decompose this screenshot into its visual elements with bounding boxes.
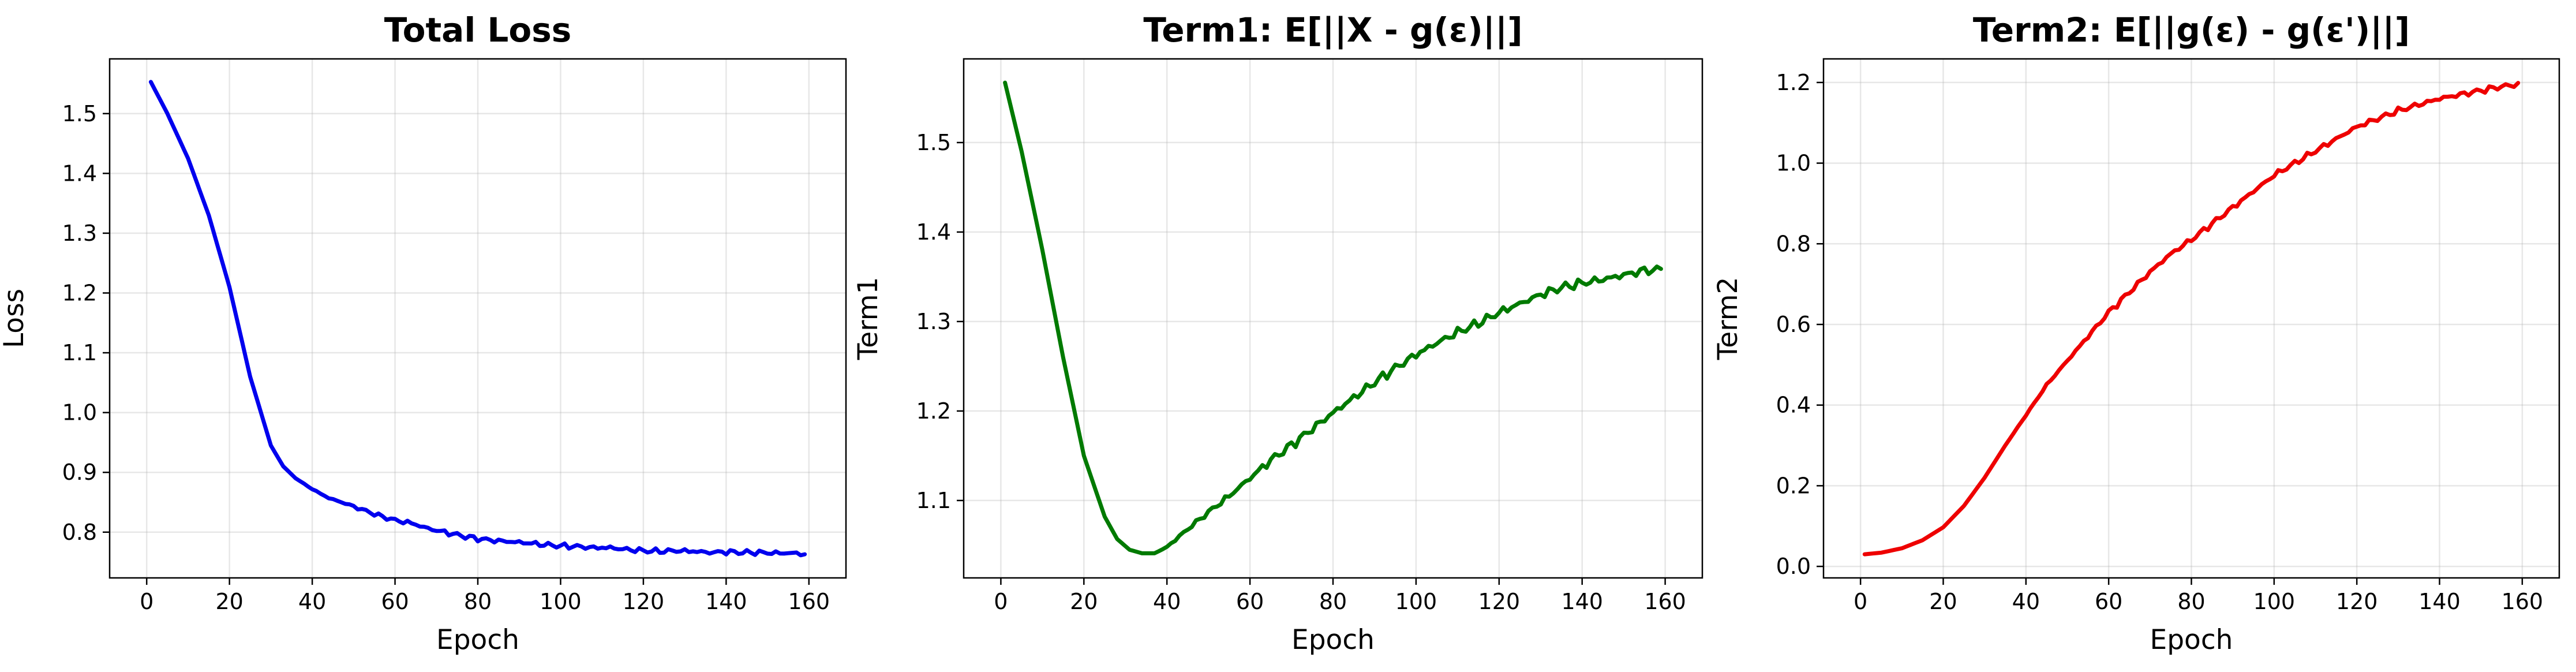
chart-title: Total Loss xyxy=(384,10,572,50)
x-tick-label: 40 xyxy=(298,589,326,614)
y-axis-label: Loss xyxy=(0,289,30,348)
x-tick-label: 100 xyxy=(1395,589,1437,614)
y-tick-label: 1.1 xyxy=(62,340,97,365)
y-tick-label: 1.5 xyxy=(916,130,951,155)
x-tick-label: 140 xyxy=(2418,589,2461,614)
y-tick-label: 1.3 xyxy=(62,221,97,246)
x-tick-label: 80 xyxy=(2177,589,2205,614)
chart-title: Term2: E[||g(ε) - g(ε')||] xyxy=(1973,10,2410,50)
y-tick-label: 1.0 xyxy=(62,400,97,425)
y-tick-label: 0.2 xyxy=(1776,473,1811,498)
chart-panel-3: 0 20 40 60 80 100 120 140 160 0.0 0.2 0.4 0.6 0.8 1.0 1… xyxy=(1712,10,2560,656)
x-tick-label: 0 xyxy=(1854,589,1867,614)
x-tick-label: 160 xyxy=(2502,589,2544,614)
x-tick-label: 120 xyxy=(623,589,665,614)
x-tick-label: 40 xyxy=(2012,589,2040,614)
plot-frame xyxy=(108,58,847,579)
x-tick-label: 160 xyxy=(1644,589,1686,614)
y-tick-label: 1.2 xyxy=(62,280,97,305)
y-tick-label: 0.6 xyxy=(1776,312,1811,337)
y-tick-label: 0.9 xyxy=(62,460,97,485)
x-tick-label: 20 xyxy=(1929,589,1957,614)
x-tick-label: 60 xyxy=(2095,589,2122,614)
y-tick-label: 1.0 xyxy=(1776,151,1811,176)
y-tick-label: 1.2 xyxy=(1776,70,1811,95)
x-axis-label: Epoch xyxy=(436,624,519,656)
x-axis-label: Epoch xyxy=(1291,624,1375,656)
x-tick-label: 80 xyxy=(464,589,492,614)
x-tick-label: 0 xyxy=(994,589,1008,614)
plot-frame xyxy=(963,58,1703,579)
y-axis-label: Term2 xyxy=(1712,277,1744,361)
x-tick-label: 160 xyxy=(788,589,830,614)
y-tick-label: 0.8 xyxy=(62,520,97,545)
chart-panel-2: 0 20 40 60 80 100 120 140 160 1.1 1.2 1.3 1.4 1.5 Term… xyxy=(852,10,1703,656)
x-tick-label: 120 xyxy=(1478,589,1521,614)
y-tick-label: 0.4 xyxy=(1776,393,1811,418)
y-tick-label: 1.4 xyxy=(62,160,97,186)
x-tick-label: 100 xyxy=(540,589,582,614)
y-tick-label: 0.8 xyxy=(1776,231,1811,256)
x-tick-label: 0 xyxy=(140,589,153,614)
y-tick-label: 1.5 xyxy=(62,101,97,126)
y-tick-label: 0.0 xyxy=(1776,554,1811,579)
y-tick-label: 1.3 xyxy=(916,309,951,334)
y-tick-label: 1.1 xyxy=(916,488,951,513)
x-tick-label: 140 xyxy=(705,589,747,614)
series-line-1 xyxy=(1003,80,1663,555)
x-tick-label: 120 xyxy=(2336,589,2378,614)
y-axis-label: Term1 xyxy=(852,277,884,361)
plot-frame xyxy=(1822,58,2560,579)
x-tick-label: 20 xyxy=(215,589,243,614)
x-tick-label: 60 xyxy=(1236,589,1264,614)
x-tick-label: 100 xyxy=(2253,589,2296,614)
y-tick-label: 1.4 xyxy=(916,219,951,245)
series-line-1 xyxy=(1862,81,2521,557)
chart-title: Term1: E[||X - g(ε)||] xyxy=(1143,10,1522,50)
y-tick-label: 1.2 xyxy=(916,398,951,424)
x-tick-label: 40 xyxy=(1153,589,1181,614)
x-tick-label: 80 xyxy=(1319,589,1347,614)
chart-panel-1: 0 20 40 60 80 100 120 140 160 0.8 0.9 1.0 1.1 1.2 1.3 1… xyxy=(0,10,847,656)
x-tick-label: 60 xyxy=(381,589,409,614)
series-line-1 xyxy=(148,80,807,558)
x-tick-label: 20 xyxy=(1070,589,1098,614)
x-axis-label: Epoch xyxy=(2150,624,2233,656)
x-tick-label: 140 xyxy=(1561,589,1603,614)
